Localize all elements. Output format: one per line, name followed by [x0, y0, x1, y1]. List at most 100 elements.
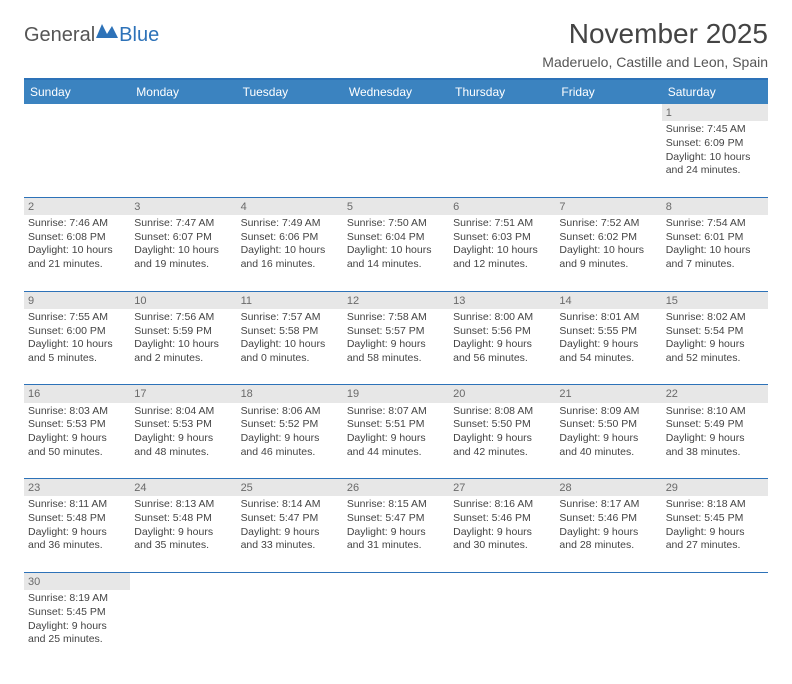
day-number: 4: [237, 197, 343, 215]
sunset-text: Sunset: 5:46 PM: [453, 512, 551, 526]
day-header-row: Sunday Monday Tuesday Wednesday Thursday…: [24, 79, 768, 104]
day-cell: Sunrise: 8:10 AMSunset: 5:49 PMDaylight:…: [662, 403, 768, 479]
day-number: 22: [662, 385, 768, 403]
sunrise-text: Sunrise: 7:47 AM: [134, 217, 232, 231]
daylight-text-2: and 24 minutes.: [666, 164, 764, 178]
daylight-text-1: Daylight: 9 hours: [347, 432, 445, 446]
daylight-text-2: and 33 minutes.: [241, 539, 339, 553]
day-cell: Sunrise: 8:07 AMSunset: 5:51 PMDaylight:…: [343, 403, 449, 479]
daylight-text-2: and 30 minutes.: [453, 539, 551, 553]
sunset-text: Sunset: 5:47 PM: [241, 512, 339, 526]
sunrise-text: Sunrise: 8:10 AM: [666, 405, 764, 419]
sunset-text: Sunset: 6:02 PM: [559, 231, 657, 245]
daylight-text-1: Daylight: 9 hours: [347, 526, 445, 540]
sunset-text: Sunset: 5:55 PM: [559, 325, 657, 339]
day-number: 5: [343, 197, 449, 215]
calendar-body: 1Sunrise: 7:45 AMSunset: 6:09 PMDaylight…: [24, 104, 768, 666]
flag-icon: [96, 24, 118, 45]
day-number-row: 23242526272829: [24, 479, 768, 497]
day-cell: [237, 590, 343, 666]
calendar-table: Sunday Monday Tuesday Wednesday Thursday…: [24, 78, 768, 666]
day-cell: [343, 121, 449, 197]
daylight-text-1: Daylight: 9 hours: [666, 526, 764, 540]
day-number: [343, 572, 449, 590]
day-cell: Sunrise: 7:58 AMSunset: 5:57 PMDaylight:…: [343, 309, 449, 385]
day-cell: [555, 121, 661, 197]
day-cell: [130, 590, 236, 666]
day-number-row: 30: [24, 572, 768, 590]
day-cell: Sunrise: 8:18 AMSunset: 5:45 PMDaylight:…: [662, 496, 768, 572]
daylight-text-1: Daylight: 9 hours: [28, 620, 126, 634]
sunrise-text: Sunrise: 8:03 AM: [28, 405, 126, 419]
sunrise-text: Sunrise: 7:49 AM: [241, 217, 339, 231]
sunrise-text: Sunrise: 8:04 AM: [134, 405, 232, 419]
daylight-text-1: Daylight: 10 hours: [453, 244, 551, 258]
day-header: Saturday: [662, 79, 768, 104]
sunset-text: Sunset: 5:57 PM: [347, 325, 445, 339]
sunrise-text: Sunrise: 8:13 AM: [134, 498, 232, 512]
day-number: [449, 572, 555, 590]
day-cell: Sunrise: 8:15 AMSunset: 5:47 PMDaylight:…: [343, 496, 449, 572]
day-cell: Sunrise: 8:16 AMSunset: 5:46 PMDaylight:…: [449, 496, 555, 572]
day-cell: [449, 121, 555, 197]
daylight-text-1: Daylight: 9 hours: [559, 526, 657, 540]
day-cell: Sunrise: 7:47 AMSunset: 6:07 PMDaylight:…: [130, 215, 236, 291]
day-number: 19: [343, 385, 449, 403]
day-cell: Sunrise: 8:04 AMSunset: 5:53 PMDaylight:…: [130, 403, 236, 479]
day-number: 12: [343, 291, 449, 309]
month-title: November 2025: [542, 18, 768, 50]
day-cell: Sunrise: 8:03 AMSunset: 5:53 PMDaylight:…: [24, 403, 130, 479]
sunrise-text: Sunrise: 7:57 AM: [241, 311, 339, 325]
day-number: 25: [237, 479, 343, 497]
day-cell: Sunrise: 7:49 AMSunset: 6:06 PMDaylight:…: [237, 215, 343, 291]
sunrise-text: Sunrise: 8:17 AM: [559, 498, 657, 512]
sunrise-text: Sunrise: 8:08 AM: [453, 405, 551, 419]
day-cell: Sunrise: 8:01 AMSunset: 5:55 PMDaylight:…: [555, 309, 661, 385]
daylight-text-2: and 46 minutes.: [241, 446, 339, 460]
day-number: 15: [662, 291, 768, 309]
header: General Blue November 2025 Maderuelo, Ca…: [24, 18, 768, 70]
sunset-text: Sunset: 6:08 PM: [28, 231, 126, 245]
day-cell: [237, 121, 343, 197]
day-header: Wednesday: [343, 79, 449, 104]
day-number: 24: [130, 479, 236, 497]
sunrise-text: Sunrise: 8:11 AM: [28, 498, 126, 512]
sunrise-text: Sunrise: 7:58 AM: [347, 311, 445, 325]
day-number: [555, 572, 661, 590]
daylight-text-2: and 14 minutes.: [347, 258, 445, 272]
day-number: 28: [555, 479, 661, 497]
day-cell: Sunrise: 8:00 AMSunset: 5:56 PMDaylight:…: [449, 309, 555, 385]
sunset-text: Sunset: 6:03 PM: [453, 231, 551, 245]
day-number: 10: [130, 291, 236, 309]
sunrise-text: Sunrise: 7:55 AM: [28, 311, 126, 325]
sunrise-text: Sunrise: 8:02 AM: [666, 311, 764, 325]
week-row: Sunrise: 7:45 AMSunset: 6:09 PMDaylight:…: [24, 121, 768, 197]
sunset-text: Sunset: 5:56 PM: [453, 325, 551, 339]
day-cell: Sunrise: 7:51 AMSunset: 6:03 PMDaylight:…: [449, 215, 555, 291]
day-header: Thursday: [449, 79, 555, 104]
daylight-text-1: Daylight: 9 hours: [453, 526, 551, 540]
sunrise-text: Sunrise: 8:19 AM: [28, 592, 126, 606]
week-row: Sunrise: 7:46 AMSunset: 6:08 PMDaylight:…: [24, 215, 768, 291]
daylight-text-1: Daylight: 9 hours: [241, 526, 339, 540]
daylight-text-1: Daylight: 9 hours: [666, 432, 764, 446]
daylight-text-2: and 52 minutes.: [666, 352, 764, 366]
sunset-text: Sunset: 5:45 PM: [666, 512, 764, 526]
day-number: 20: [449, 385, 555, 403]
daylight-text-2: and 40 minutes.: [559, 446, 657, 460]
day-cell: Sunrise: 8:14 AMSunset: 5:47 PMDaylight:…: [237, 496, 343, 572]
day-number: [343, 104, 449, 121]
daylight-text-1: Daylight: 10 hours: [666, 151, 764, 165]
daylight-text-2: and 58 minutes.: [347, 352, 445, 366]
daylight-text-1: Daylight: 10 hours: [347, 244, 445, 258]
day-number: 7: [555, 197, 661, 215]
daylight-text-1: Daylight: 9 hours: [559, 432, 657, 446]
day-cell: Sunrise: 7:46 AMSunset: 6:08 PMDaylight:…: [24, 215, 130, 291]
daylight-text-2: and 9 minutes.: [559, 258, 657, 272]
day-number-row: 1: [24, 104, 768, 121]
daylight-text-1: Daylight: 10 hours: [241, 338, 339, 352]
day-number: 1: [662, 104, 768, 121]
sunrise-text: Sunrise: 7:54 AM: [666, 217, 764, 231]
day-cell: Sunrise: 7:54 AMSunset: 6:01 PMDaylight:…: [662, 215, 768, 291]
day-number: 9: [24, 291, 130, 309]
